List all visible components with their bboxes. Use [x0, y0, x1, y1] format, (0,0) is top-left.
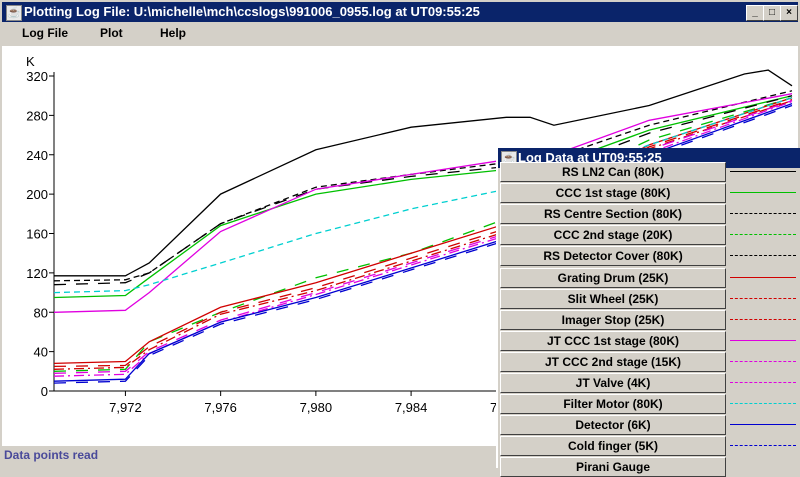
legend-line-sample [730, 213, 796, 215]
sensor-row: CCC 2nd stage (20K) [498, 224, 800, 246]
menu-help[interactable]: Help [160, 26, 187, 40]
legend-line-sample [730, 234, 796, 236]
series-line [53, 100, 793, 377]
y-tick-label: 0 [41, 384, 48, 399]
sensor-button[interactable]: CCC 1st stage (80K) [500, 183, 726, 204]
sensor-row: Imager Stop (25K) [498, 309, 800, 330]
legend-line-sample [730, 445, 796, 447]
sensor-row: Pirani Gauge [498, 456, 800, 477]
legend-line-sample [730, 276, 796, 278]
sensor-button[interactable]: RS Detector Cover (80K) [500, 246, 726, 267]
minimize-button[interactable]: _ [746, 5, 764, 21]
sensor-button[interactable]: Cold finger (5K) [500, 436, 726, 457]
sensor-row: JT CCC 2nd stage (15K) [498, 351, 800, 372]
x-tick-label: 7,976 [204, 400, 237, 415]
y-tick-label: 280 [26, 108, 48, 123]
y-tick-label: 40 [34, 345, 48, 360]
sensor-row: Grating Drum (25K) [498, 267, 800, 288]
sensor-row: Filter Motor (80K) [498, 393, 800, 415]
series-line [53, 104, 793, 384]
window-title: Plotting Log File: U:\michelle\mch\ccslo… [24, 4, 480, 19]
menu-bar: Log File Plot Help [2, 22, 798, 46]
sensor-button[interactable]: CCC 2nd stage (20K) [500, 225, 726, 246]
log-data-window: ☕ Log Data at UT09:55:25 RS LN2 Can (80K… [496, 148, 800, 477]
sensor-button[interactable]: JT CCC 1st stage (80K) [500, 330, 726, 351]
legend-line-sample [730, 255, 796, 257]
series-line [53, 95, 793, 299]
series-line [53, 90, 793, 282]
legend-line-sample [730, 424, 796, 426]
sensor-button[interactable]: JT Valve (4K) [500, 373, 726, 393]
legend-line-sample [730, 403, 796, 405]
x-tick-label: 7,984 [395, 400, 428, 415]
y-axis-label: K [26, 54, 35, 69]
sensor-button[interactable]: Grating Drum (25K) [500, 267, 726, 288]
legend-line-sample [730, 318, 796, 320]
y-tick-label: 120 [26, 266, 48, 281]
sensor-row: RS LN2 Can (80K) [498, 161, 800, 182]
sensor-row: JT CCC 1st stage (80K) [498, 330, 800, 351]
legend-line-sample [730, 171, 796, 172]
legend-line-sample [730, 360, 796, 362]
sensor-button[interactable]: RS Centre Section (80K) [500, 204, 726, 225]
y-tick-label: 320 [26, 69, 48, 84]
sensor-row: Cold finger (5K) [498, 435, 800, 457]
sensor-button[interactable]: Filter Motor (80K) [500, 394, 726, 415]
legend-line-sample [730, 339, 796, 341]
menu-plot[interactable]: Plot [100, 26, 123, 40]
y-tick-label: 240 [26, 148, 48, 163]
sensor-row: Slit Wheel (25K) [498, 288, 800, 309]
x-tick-label: 7,980 [300, 400, 333, 415]
java-cup-icon: ☕ [6, 5, 22, 21]
close-button[interactable]: × [780, 5, 798, 21]
menu-log-file[interactable]: Log File [22, 26, 68, 40]
sensor-button[interactable]: Pirani Gauge [500, 457, 726, 477]
title-bar[interactable]: ☕ Plotting Log File: U:\michelle\mch\ccs… [2, 2, 798, 22]
y-tick-label: 160 [26, 227, 48, 242]
sensor-button[interactable]: Detector (6K) [500, 415, 726, 436]
series-line [53, 93, 793, 313]
sensor-row: CCC 1st stage (80K) [498, 182, 800, 204]
sensor-button[interactable]: Imager Stop (25K) [500, 309, 726, 330]
sensor-row: Detector (6K) [498, 414, 800, 436]
sensor-row: JT Valve (4K) [498, 372, 800, 393]
legend-line-sample [730, 297, 796, 299]
maximize-button[interactable]: □ [763, 5, 781, 21]
x-tick-label: 7,972 [109, 400, 142, 415]
status-text: Data points read [4, 448, 99, 462]
sensor-button[interactable]: Slit Wheel (25K) [500, 288, 726, 309]
sensor-button[interactable]: JT CCC 2nd stage (15K) [500, 351, 726, 372]
y-tick-label: 200 [26, 187, 48, 202]
sensor-row: RS Centre Section (80K) [498, 203, 800, 225]
sensor-row: RS Detector Cover (80K) [498, 245, 800, 267]
legend-line-sample [730, 382, 796, 383]
y-tick-label: 80 [34, 305, 48, 320]
series-line [54, 69, 793, 277]
legend-line-sample [730, 192, 796, 194]
log-data-title: Log Data at UT09:55:25 [518, 150, 662, 165]
sensor-button[interactable]: RS LN2 Can (80K) [500, 162, 726, 182]
